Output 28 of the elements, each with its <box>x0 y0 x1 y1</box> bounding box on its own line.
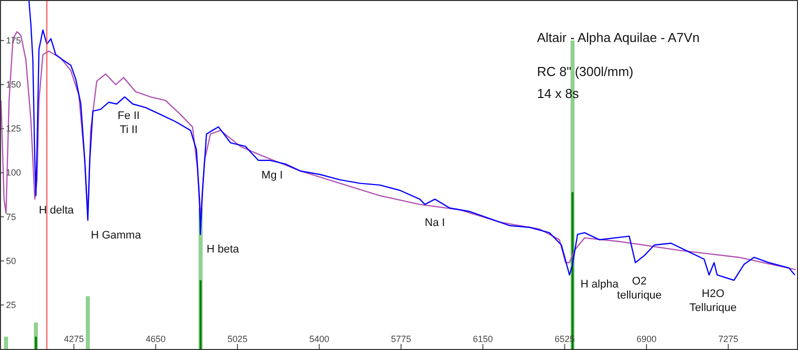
x-tick-label: 7275 <box>718 334 738 344</box>
x-tick-label: 4650 <box>146 334 166 344</box>
x-tick-label: 5025 <box>227 334 248 344</box>
annotation: Altair - Alpha Aquilae - A7Vn <box>537 30 700 45</box>
annotation: H beta <box>206 243 240 256</box>
annotation: H delta <box>38 204 75 217</box>
x-tick-label: 5775 <box>391 334 412 344</box>
bar <box>4 336 8 349</box>
bar <box>200 280 202 349</box>
x-tick-label: 6150 <box>472 334 493 344</box>
bar <box>86 296 90 349</box>
annotation: 14 x 8s <box>537 86 580 101</box>
line-series <box>0 31 797 270</box>
y-tick-label: 25 <box>6 300 16 310</box>
annotation: O2 tellurique <box>617 276 662 302</box>
x-tick-label: 6900 <box>636 334 656 344</box>
x-tick-label: 4275 <box>64 334 84 344</box>
annotation: Na I <box>424 216 445 229</box>
annotation: H2O Tellurique <box>690 288 737 314</box>
annotation: RC 8" (300l/mm) <box>537 64 634 79</box>
annotation: Mg I <box>261 169 283 182</box>
y-tick-label: 50 <box>6 256 16 266</box>
annotation: H Gamma <box>90 229 142 242</box>
annotation: Fe II Ti II <box>118 110 140 136</box>
x-tick-label: 5400 <box>309 334 330 344</box>
annotation: H alpha <box>580 278 620 291</box>
y-tick-label: 75 <box>6 212 16 222</box>
bar <box>34 336 37 349</box>
